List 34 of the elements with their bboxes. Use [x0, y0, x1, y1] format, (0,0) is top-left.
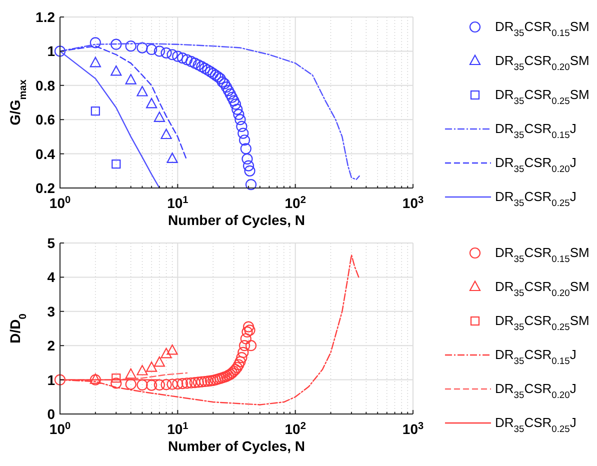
- y-tick-label: 1.2: [36, 9, 56, 25]
- x-tick-label: 10$^{0}$: [49, 420, 71, 437]
- x-tick-label: 10$^{1}$: [167, 420, 189, 437]
- legend-label: DR$_{35}$CSR$_{0.25}$SM: [495, 313, 590, 332]
- y-tick-label: 0: [47, 406, 56, 422]
- y-tick-label: 3: [47, 303, 56, 320]
- x-tick-label: 10$^{2}$: [284, 194, 306, 211]
- x-tick-label: 10$^{3}$: [402, 194, 424, 211]
- y-tick-label: 0.8: [36, 77, 56, 94]
- legend-label: DR$_{35}$CSR$_{0.20}$J: [495, 381, 576, 400]
- y-tick-label: 1: [47, 43, 56, 60]
- legend-label: DR$_{35}$CSR$_{0.15}$J: [495, 121, 576, 140]
- y-tick-label: 1: [47, 372, 56, 388]
- legend-label: DR$_{35}$CSR$_{0.15}$J: [495, 347, 576, 366]
- legend-label: DR$_{35}$CSR$_{0.20}$J: [495, 155, 576, 174]
- y-tick-label: 0.4: [36, 146, 56, 162]
- x-tick-label: 10$^{3}$: [402, 420, 424, 437]
- y-tick-label: 4: [47, 269, 56, 286]
- legend-label: DR$_{35}$CSR$_{0.25}$SM: [495, 87, 590, 106]
- y-tick-label: 5: [47, 235, 56, 251]
- y-tick-label: 2: [47, 338, 56, 354]
- legend-label: DR$_{35}$CSR$_{0.15}$SM: [495, 19, 590, 38]
- legend-label: DR$_{35}$CSR$_{0.15}$SM: [495, 245, 590, 264]
- legend-label: DR$_{35}$CSR$_{0.25}$J: [495, 415, 576, 434]
- y-tick-label: 0.6: [36, 112, 56, 128]
- legend-label: DR$_{35}$CSR$_{0.20}$SM: [495, 53, 590, 72]
- x-axis-title: Number of Cycles, N: [168, 212, 305, 228]
- x-axis-title: Number of Cycles, N: [168, 438, 305, 454]
- legend-label: DR$_{35}$CSR$_{0.25}$J: [495, 189, 576, 208]
- x-tick-label: 10$^{2}$: [284, 420, 306, 437]
- y-tick-label: 0.2: [36, 180, 56, 196]
- legend-label: DR$_{35}$CSR$_{0.20}$SM: [495, 279, 590, 298]
- x-tick-label: 10$^{1}$: [167, 194, 189, 211]
- x-tick-label: 10$^{0}$: [49, 194, 71, 211]
